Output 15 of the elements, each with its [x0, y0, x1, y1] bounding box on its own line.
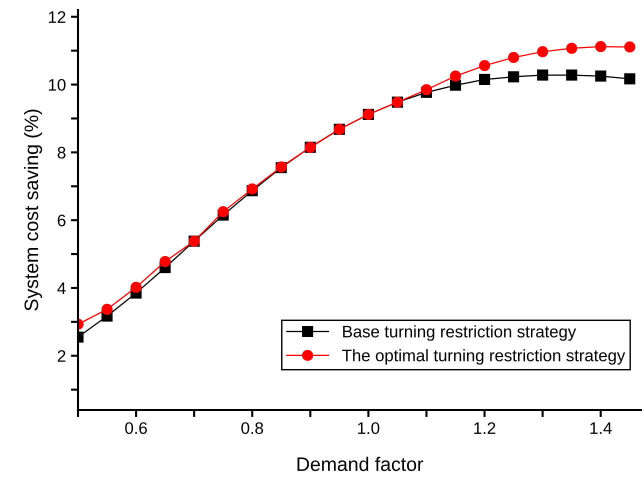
x-tick-label: 1.0 [358, 422, 380, 434]
legend-label: Base turning restriction strategy [343, 325, 576, 341]
y-tick-label: 4 [57, 282, 66, 294]
x-tick-label: 1.4 [590, 422, 612, 434]
y-tick-label: 10 [48, 78, 66, 91]
y-tick-label: 8 [58, 146, 66, 159]
x-tick-label: 0.8 [241, 422, 264, 434]
x-tick-label: 0.6 [125, 422, 147, 434]
x-tick-label: 1.2 [474, 422, 496, 434]
y-tick-label: 6 [58, 214, 66, 226]
legend-label: The optimal turning restriction strategy [342, 349, 626, 365]
y-tick-label: 12 [48, 11, 66, 23]
y-axis-title: System cost saving (%) [24, 110, 42, 311]
x-axis-title: Demand factor [298, 456, 424, 472]
y-tick-label: 2 [58, 350, 66, 362]
